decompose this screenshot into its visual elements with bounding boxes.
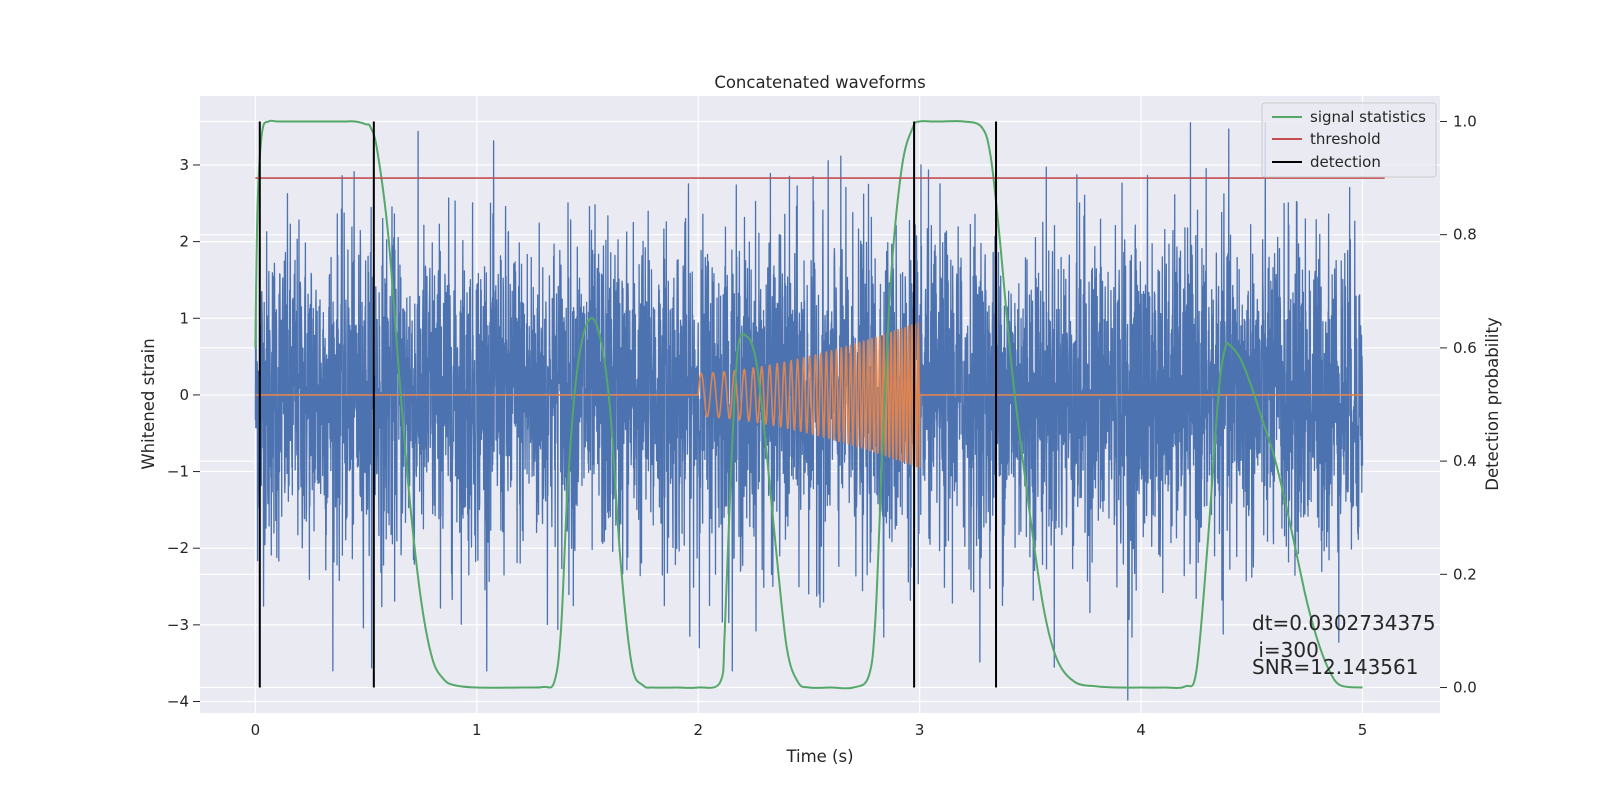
legend-label-signal-statistics: signal statistics — [1310, 108, 1426, 126]
y-tick-label: −4 — [167, 693, 189, 711]
injected-waveform-line — [255, 321, 1363, 469]
y-tick-label: 0 — [179, 386, 189, 404]
x-tick-label: 1 — [472, 721, 482, 739]
legend: signal statistics threshold detection — [1261, 102, 1437, 178]
x-tick-label: 3 — [915, 721, 925, 739]
plot-content — [254, 119, 1385, 701]
y-right-tick-label: 0.0 — [1453, 679, 1477, 697]
y-tick-label: −3 — [167, 616, 189, 634]
y-right-tick-label: 1.0 — [1453, 112, 1477, 130]
x-tick-label: 0 — [251, 721, 261, 739]
annotations: dt=0.0302734375 i=300 SNR=12.143561 — [1252, 611, 1436, 679]
tick-labels: 0 1 2 3 4 5 −4 −3 −2 −1 0 1 2 3 0.0 0.2 0.4 0.6 0.8 1.0 — [167, 112, 1477, 739]
y-right-tick-label: 0.8 — [1453, 226, 1477, 244]
annotation-index: i=300 — [1252, 638, 1319, 662]
x-tick-label: 4 — [1136, 721, 1146, 739]
y-tick-label: 3 — [179, 156, 189, 174]
y-right-tick-label: 0.4 — [1453, 452, 1477, 470]
y-tick-label: −1 — [167, 463, 189, 481]
y-tick-label: 2 — [179, 233, 189, 251]
y-right-tick-label: 0.6 — [1453, 339, 1477, 357]
annotation-snr: SNR=12.143561 — [1252, 655, 1418, 679]
legend-label-detection: detection — [1310, 153, 1381, 171]
x-tick-label: 2 — [693, 721, 703, 739]
chart-title: Concatenated waveforms — [714, 73, 925, 92]
legend-box — [1261, 102, 1437, 178]
signal-statistics-line — [254, 119, 1363, 690]
y-tick-label: 1 — [179, 309, 189, 327]
y-axis-right-label: Detection probability — [1483, 317, 1502, 491]
y-tick-label: −2 — [167, 539, 189, 557]
x-tick-label: 5 — [1358, 721, 1368, 739]
x-axis-label: Time (s) — [785, 747, 853, 766]
annotation-dt: dt=0.0302734375 — [1252, 611, 1436, 635]
y-axis-label: Whitened strain — [139, 338, 158, 469]
legend-label-threshold: threshold — [1310, 130, 1381, 148]
y-right-tick-label: 0.2 — [1453, 565, 1477, 583]
